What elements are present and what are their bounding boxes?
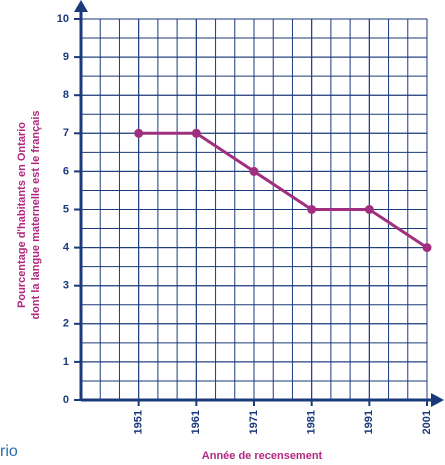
x-tick-label: 1961: [190, 410, 202, 434]
data-point: [307, 205, 317, 214]
x-tick-label: 1991: [363, 410, 375, 434]
data-point: [422, 243, 432, 253]
x-tick-label: 1971: [248, 410, 260, 434]
x-tick-label: 1951: [133, 410, 145, 434]
y-tick-label: 1: [63, 356, 69, 368]
x-tick-label: 1981: [306, 410, 318, 434]
y-axis-title: Pourcentage d'habitants en Ontario: [16, 122, 28, 308]
x-axis-title: Année de recensement: [202, 450, 323, 462]
y-tick-label: 8: [63, 89, 69, 101]
y-tick-label: 6: [63, 165, 69, 177]
y-tick-label: 10: [57, 13, 69, 25]
data-point: [364, 205, 374, 214]
y-axis-title: dont la langue maternelle est le françai…: [30, 110, 42, 319]
data-point: [191, 128, 201, 138]
y-tick-label: 9: [63, 51, 69, 63]
y-tick-label: 5: [63, 203, 69, 215]
data-point: [249, 166, 259, 176]
y-tick-label: 2: [63, 318, 69, 330]
data-line: [138, 131, 428, 249]
x-tick-label: 2001: [421, 410, 433, 434]
y-tick-label: 7: [63, 127, 69, 139]
y-tick-label: 4: [63, 242, 70, 254]
footer-text: rio: [0, 443, 18, 460]
data-point: [134, 128, 144, 138]
y-axis-arrow: [74, 0, 88, 12]
y-tick-label: 0: [63, 394, 69, 406]
x-axis-arrow: [431, 393, 444, 407]
y-tick-label: 3: [63, 280, 69, 292]
